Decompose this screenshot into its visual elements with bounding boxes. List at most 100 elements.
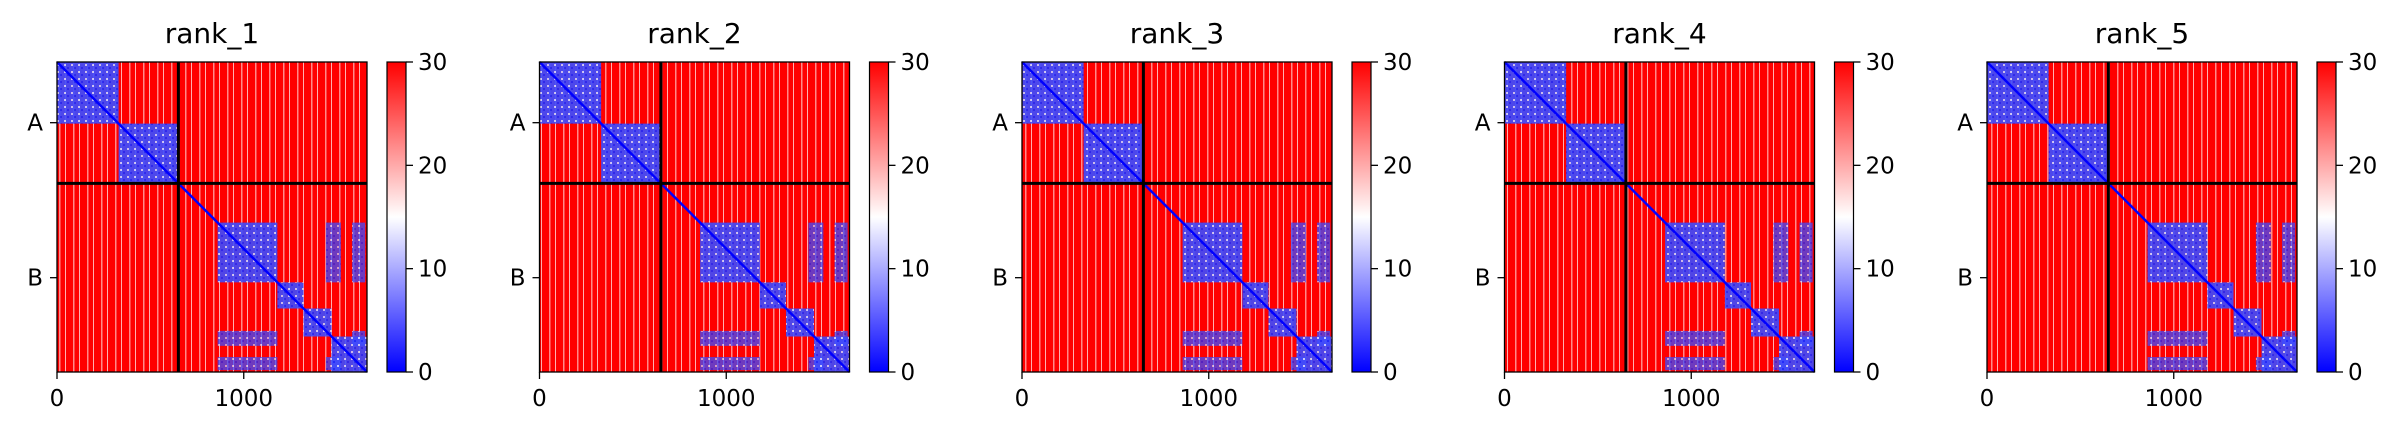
chain-b-offdiag-block xyxy=(1317,330,1331,346)
y-tick-label-A: A xyxy=(510,111,526,137)
heatmap-panel-4: rank_4 A B 0 1000 0 10 20 30 xyxy=(1475,17,1895,412)
chain-b-offdiag-block xyxy=(2147,357,2208,371)
y-tick-label-B: B xyxy=(510,266,526,292)
colorbar-tick-label: 0 xyxy=(1383,360,1398,386)
colorbar-tick-label: 20 xyxy=(2348,153,2377,179)
colorbar-tick-label: 30 xyxy=(1866,50,1895,76)
chain-b-offdiag-block xyxy=(1290,357,1306,371)
x-tick-label: 0 xyxy=(532,386,547,412)
colorbar-tick-label: 20 xyxy=(1383,153,1412,179)
chain-b-offdiag-block xyxy=(1665,330,1725,346)
diagonal-line xyxy=(1021,61,1333,373)
colorbar-tick-label: 20 xyxy=(901,153,930,179)
y-tick-label-B: B xyxy=(992,266,1008,292)
chain-b-offdiag-block xyxy=(1665,357,1725,371)
colorbar-tick-label: 30 xyxy=(2348,50,2377,76)
colorbar-tick-label: 0 xyxy=(1866,360,1881,386)
colorbar-tick-label: 20 xyxy=(1866,153,1895,179)
panel-title: rank_2 xyxy=(647,17,741,50)
chain-b-offdiag-block xyxy=(834,222,848,283)
chain-b-offdiag-block xyxy=(2147,330,2208,346)
x-tick-label: 0 xyxy=(1497,386,1512,412)
y-tick-label-A: A xyxy=(992,111,1008,137)
colorbar xyxy=(1834,62,1854,372)
colorbar-tick-label: 20 xyxy=(418,153,447,179)
x-tick-label: 0 xyxy=(50,386,65,412)
chain-b-offdiag-block xyxy=(2255,357,2271,371)
colorbar-tick-label: 0 xyxy=(418,360,433,386)
chain-b-offdiag-block xyxy=(1773,357,1789,371)
diagonal-line xyxy=(56,61,368,373)
colorbar-frame xyxy=(2316,61,2337,373)
colorbar-tick-label: 30 xyxy=(1383,50,1412,76)
colorbar-tick-label: 30 xyxy=(418,50,447,76)
diagonal-line xyxy=(538,61,851,373)
diagonal-line xyxy=(1986,61,2298,373)
chain-b-offdiag-block xyxy=(352,330,366,346)
y-tick-label-A: A xyxy=(1475,111,1491,137)
chain-b-offdiag-block xyxy=(2282,330,2296,346)
y-tick-label-B: B xyxy=(1957,266,1973,292)
chain-b-offdiag-block xyxy=(1773,222,1789,283)
chain-b-offdiag-block xyxy=(700,330,760,346)
chain-b-offdiag-block xyxy=(808,357,824,371)
x-tick-label: 1000 xyxy=(2144,386,2203,412)
heatmap-panel-1: rank_1 A B 0 1000 0 10 20 30 xyxy=(27,17,447,412)
y-tick-label-A: A xyxy=(27,111,43,137)
heatmap-frame xyxy=(1503,61,1816,373)
x-tick-label: 0 xyxy=(1015,386,1030,412)
chain-b-offdiag-block xyxy=(1799,222,1813,283)
chain-b-offdiag-block xyxy=(834,330,848,346)
heatmap-frame xyxy=(56,61,368,373)
chain-b-offdiag-block xyxy=(352,222,366,283)
heatmap-panel-5: rank_5 A B 0 1000 0 10 20 30 xyxy=(1957,17,2377,412)
colorbar-tick-label: 30 xyxy=(901,50,930,76)
colorbar xyxy=(869,62,889,372)
heatmap-frame xyxy=(1986,61,2298,373)
colorbar xyxy=(1352,62,1371,372)
colorbar-tick-label: 0 xyxy=(2348,360,2363,386)
chain-b-offdiag-block xyxy=(217,357,278,371)
chain-b-offdiag-block xyxy=(808,222,824,283)
heatmap-frame xyxy=(1021,61,1333,373)
colorbar-tick-label: 10 xyxy=(2348,257,2377,283)
panel-title: rank_3 xyxy=(1130,17,1224,50)
chain-b-offdiag-block xyxy=(1182,357,1243,371)
panel-title: rank_5 xyxy=(2095,17,2189,50)
colorbar-frame xyxy=(1833,61,1855,373)
x-tick-label: 1000 xyxy=(1179,386,1238,412)
chain-b-offdiag-block xyxy=(700,357,760,371)
heatmap-panel-2: rank_2 A B 0 1000 0 10 20 30 xyxy=(510,17,930,412)
chain-b-offdiag-block xyxy=(2282,222,2296,283)
colorbar xyxy=(2317,62,2336,372)
x-tick-label: 1000 xyxy=(214,386,273,412)
chain-b-offdiag-block xyxy=(1799,330,1813,346)
colorbar-frame xyxy=(868,61,890,373)
colorbar xyxy=(387,62,406,372)
y-tick-label-B: B xyxy=(1475,266,1491,292)
panel-title: rank_1 xyxy=(165,17,259,50)
chain-b-offdiag-block xyxy=(1317,222,1331,283)
colorbar-frame xyxy=(386,61,407,373)
colorbar-frame xyxy=(1351,61,1372,373)
heatmap-frame xyxy=(538,61,851,373)
heatmap-panel-3: rank_3 A B 0 1000 0 10 20 30 xyxy=(992,17,1412,412)
x-tick-label: 0 xyxy=(1980,386,1995,412)
chain-b-offdiag-block xyxy=(217,330,278,346)
colorbar-tick-label: 10 xyxy=(901,257,930,283)
x-tick-label: 1000 xyxy=(697,386,756,412)
y-tick-label-B: B xyxy=(27,266,43,292)
colorbar-tick-label: 10 xyxy=(418,257,447,283)
colorbar-tick-label: 10 xyxy=(1383,257,1412,283)
chain-b-offdiag-block xyxy=(325,222,341,283)
panel-title: rank_4 xyxy=(1612,17,1706,50)
chain-b-offdiag-block xyxy=(2255,222,2271,283)
chain-b-offdiag-block xyxy=(1290,222,1306,283)
chain-b-offdiag-block xyxy=(325,357,341,371)
chain-b-offdiag-block xyxy=(1182,330,1243,346)
x-tick-label: 1000 xyxy=(1662,386,1721,412)
diagonal-line xyxy=(1503,61,1816,373)
colorbar-tick-label: 10 xyxy=(1866,257,1895,283)
y-tick-label-A: A xyxy=(1957,111,1973,137)
